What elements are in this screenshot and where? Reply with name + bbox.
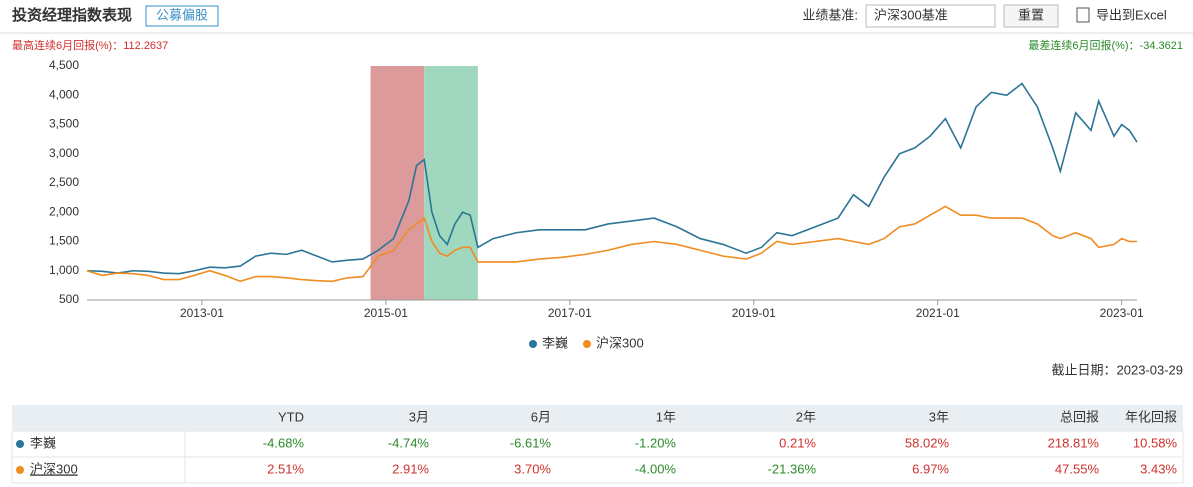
x-tick-label: 2019-01 [732,306,776,320]
y-tick-label: 500 [59,292,79,306]
x-tick-label: 2017-01 [548,306,592,320]
y-tick-label: 3,000 [49,146,79,160]
reset-button[interactable] [1003,4,1059,28]
y-tick-label: 1,000 [49,263,79,277]
benchmark-value[interactable]: 沪深300基准 [874,7,948,22]
x-tick-label: 2021-01 [916,306,960,320]
series-line [86,205,1137,283]
table-header-bg [12,405,1183,431]
cell: 6.97% [912,461,949,476]
table-row [11,456,1184,484]
tag: 公募偏股 [156,7,208,22]
cell: -4.68% [263,435,305,450]
cell: -21.36% [768,461,817,476]
series-line [86,82,1138,275]
x-tick-label: 2013-01 [180,306,224,320]
cell: -1.20% [635,435,677,450]
export-icon[interactable] [1076,7,1090,23]
cell: -6.61% [510,435,552,450]
export-label[interactable]: 导出到Excel [1096,7,1167,22]
cell: 47.55% [1055,461,1100,476]
cell: 3.70% [514,461,551,476]
highlight-range [424,66,478,300]
y-tick-label: 1,500 [49,234,79,248]
cell: -4.74% [388,435,430,450]
cell: -4.00% [635,461,677,476]
y-tick-label: 4,500 [49,58,79,72]
reset-label[interactable]: 重置 [1018,7,1044,22]
column-header: 3月 [409,409,429,424]
tag-box [145,5,219,27]
cell: 2.51% [267,461,304,476]
cell: 218.81% [1048,435,1100,450]
legend-marker[interactable] [529,340,537,348]
row-marker [16,466,24,474]
column-header: 6月 [531,409,551,424]
x-tick-label: 2023-01 [1100,306,1144,320]
y-tick-label: 2,500 [49,175,79,189]
x-tick-label: 2015-01 [364,306,408,320]
cell: 2.91% [392,461,429,476]
highlight-range [370,66,425,300]
best-annotation: 最高连续6月回报(%)：112.2637 [12,38,168,52]
column-header: 1年 [656,409,676,424]
row-name: 李巍 [30,435,56,450]
y-tick-label: 2,000 [49,204,79,218]
legend-label[interactable]: 沪深300 [596,335,644,350]
row-name[interactable]: 沪深300 [30,461,78,476]
page-title: 投资经理指数表现 [12,6,132,24]
column-header: 3年 [929,409,949,424]
benchmark-label: 业绩基准: [802,7,858,22]
column-header: YTD [278,409,304,424]
y-tick-label: 3,500 [49,117,79,131]
row-marker [16,440,24,448]
column-header: 年化回报 [1125,409,1177,424]
as-of-date: 截止日期：2023-03-29 [1052,362,1184,377]
legend-marker[interactable] [583,340,591,348]
cell: 0.21% [779,435,816,450]
benchmark-select[interactable] [865,4,996,28]
cell: 10.58% [1133,435,1178,450]
legend-label[interactable]: 李巍 [542,335,568,350]
cell: 3.43% [1140,461,1177,476]
cell: 58.02% [905,435,950,450]
table-row [11,430,1184,458]
column-header: 2年 [796,409,816,424]
worst-annotation: 最差连续6月回报(%)：-34.3621 [1028,38,1183,52]
y-tick-label: 4,000 [49,87,79,101]
column-header: 总回报 [1060,409,1099,424]
